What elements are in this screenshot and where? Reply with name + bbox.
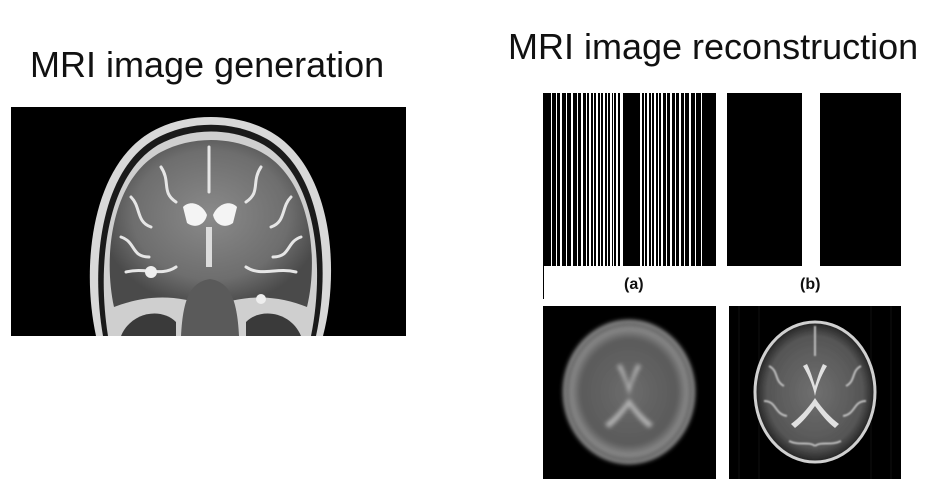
label-b: (b) — [800, 276, 821, 293]
mri-reconstruction-title: MRI image reconstruction — [508, 26, 919, 67]
mask-axis-tick — [543, 266, 544, 299]
coronal-mri-image — [11, 107, 406, 336]
reconstruction-a-image — [543, 306, 716, 479]
sampling-mask-b-right — [820, 93, 901, 266]
mri-generation-title: MRI image generation — [30, 44, 385, 85]
label-a: (a) — [624, 276, 644, 293]
sampling-mask-b-left — [727, 93, 802, 266]
sampling-mask-a — [543, 93, 716, 266]
reconstruction-b-image — [729, 306, 901, 479]
